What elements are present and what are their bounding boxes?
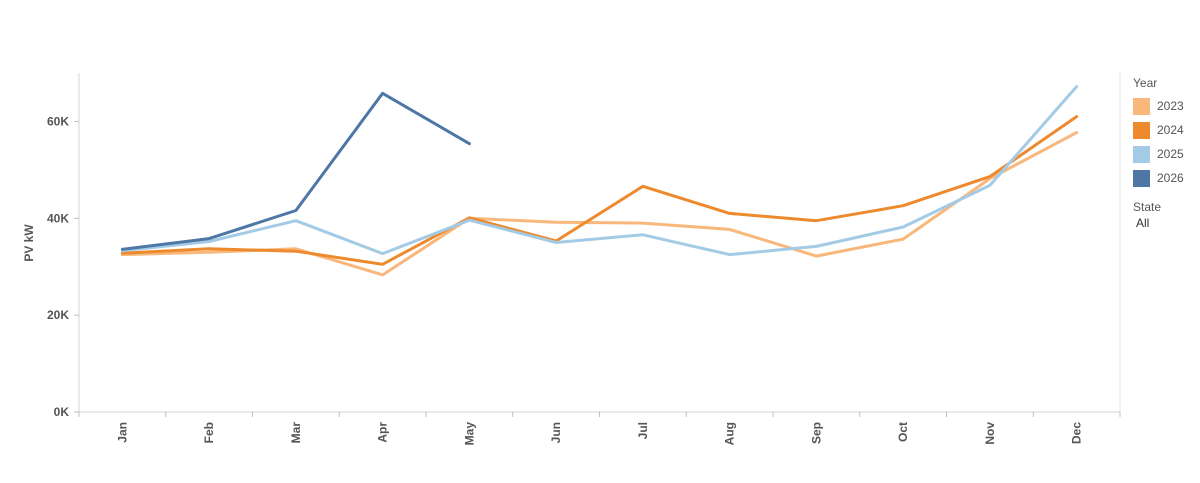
series-line-2024 [120, 115, 1079, 266]
state-filter-value[interactable]: All [1136, 216, 1150, 230]
series-line-2023 [120, 131, 1079, 277]
x-tick-label: May [462, 422, 476, 446]
legend-swatch [1133, 121, 1150, 139]
x-tick-label: Aug [723, 422, 737, 445]
legend-label: 2025 [1157, 147, 1184, 161]
x-axis-ticks: Jan Feb Mar Apr May Jun Jul Aug Sep Oct Nov Dec [78, 412, 1121, 446]
y-tick-label: 20K [47, 308, 69, 322]
legend-item-2023[interactable]: 2023 [1133, 94, 1199, 118]
series-lines [120, 85, 1079, 277]
legend-item-2026[interactable]: 2026 [1133, 166, 1199, 190]
x-tick-label: Apr [376, 422, 390, 443]
legend-items: 2023 2024 2025 2026 [1133, 94, 1199, 190]
x-tick-label: Sep [809, 422, 823, 444]
legend-swatch [1133, 145, 1150, 163]
y-tick-label: 0K [54, 405, 70, 419]
axes [78, 73, 1121, 413]
legend-label: 2026 [1157, 171, 1184, 185]
legend-label: 2023 [1157, 99, 1184, 113]
x-tick-label: Mar [289, 422, 303, 444]
legend-item-2024[interactable]: 2024 [1133, 118, 1199, 142]
y-tick-label: 40K [47, 211, 69, 225]
y-axis-ticks: 0K 20K 40K 60K [47, 114, 79, 419]
legend: Year 2023 2024 2025 2026 State All [1133, 76, 1199, 230]
legend-title: Year [1133, 76, 1158, 90]
series-line-2026 [120, 91, 471, 251]
series-line-2025 [120, 85, 1079, 257]
x-tick-label: Nov [983, 422, 997, 445]
x-tick-label: Jun [549, 422, 563, 443]
legend-item-2025[interactable]: 2025 [1133, 142, 1199, 166]
legend-swatch [1133, 169, 1150, 187]
x-tick-label: Oct [896, 422, 910, 442]
y-axis-title: PV kW [22, 224, 36, 262]
x-tick-label: Feb [202, 422, 216, 443]
x-tick-label: Dec [1070, 422, 1084, 444]
legend-label: 2024 [1157, 123, 1184, 137]
state-filter-title: State [1133, 200, 1162, 214]
x-tick-label: Jan [115, 422, 129, 443]
legend-swatch [1133, 97, 1150, 115]
y-tick-label: 60K [47, 114, 69, 128]
x-tick-label: Jul [636, 422, 650, 439]
